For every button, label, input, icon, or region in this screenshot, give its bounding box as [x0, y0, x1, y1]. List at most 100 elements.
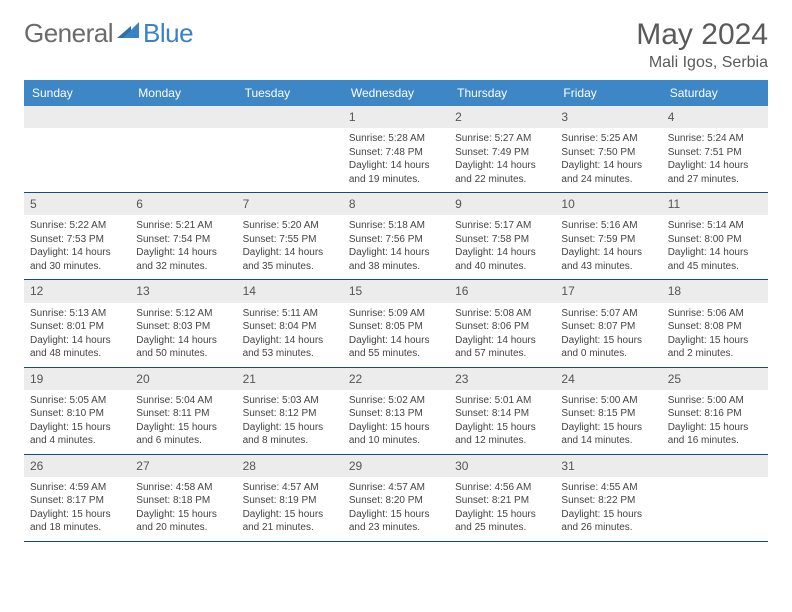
date-number: 20 — [130, 368, 236, 390]
cell-ss: Sunset: 8:10 PM — [30, 407, 124, 421]
cell-dl2: and 57 minutes. — [455, 347, 549, 361]
date-number: 23 — [449, 368, 555, 390]
calendar-cell: 5Sunrise: 5:22 AMSunset: 7:53 PMDaylight… — [24, 193, 130, 280]
cell-dl2: and 22 minutes. — [455, 173, 549, 187]
cell-ss: Sunset: 8:03 PM — [136, 320, 230, 334]
logo: General Blue — [24, 18, 193, 49]
date-number: 21 — [237, 368, 343, 390]
calendar-cell: 10Sunrise: 5:16 AMSunset: 7:59 PMDayligh… — [555, 193, 661, 280]
cell-dl2: and 27 minutes. — [668, 173, 762, 187]
calendar-cell: 26Sunrise: 4:59 AMSunset: 8:17 PMDayligh… — [24, 454, 130, 541]
day-header: Monday — [130, 80, 236, 106]
cell-dl2: and 21 minutes. — [243, 521, 337, 535]
date-number: 12 — [24, 280, 130, 302]
cell-ss: Sunset: 7:59 PM — [561, 233, 655, 247]
cell-ss: Sunset: 8:21 PM — [455, 494, 549, 508]
date-number: 19 — [24, 368, 130, 390]
cell-ss: Sunset: 8:08 PM — [668, 320, 762, 334]
day-header: Wednesday — [343, 80, 449, 106]
cell-sr: Sunrise: 5:24 AM — [668, 132, 762, 146]
date-number: 2 — [449, 106, 555, 128]
cell-sr: Sunrise: 4:55 AM — [561, 481, 655, 495]
cell-ss: Sunset: 8:06 PM — [455, 320, 549, 334]
day-header: Friday — [555, 80, 661, 106]
calendar-cell: 17Sunrise: 5:07 AMSunset: 8:07 PMDayligh… — [555, 280, 661, 367]
calendar-cell: 6Sunrise: 5:21 AMSunset: 7:54 PMDaylight… — [130, 193, 236, 280]
cell-dl2: and 14 minutes. — [561, 434, 655, 448]
calendar-cell: 28 Sunrise: 4:57 AMSunset: 8:19 PMDayligh… — [237, 454, 343, 541]
cell-sr: Sunrise: 5:05 AM — [30, 394, 124, 408]
date-number: 22 — [343, 368, 449, 390]
cell-dl2: and 25 minutes. — [455, 521, 549, 535]
cell-ss: Sunset: 7:56 PM — [349, 233, 443, 247]
calendar-cell: 3Sunrise: 5:25 AMSunset: 7:50 PMDaylight… — [555, 106, 661, 193]
cell-dl1: Daylight: 15 hours — [349, 508, 443, 522]
date-number: 28 — [237, 455, 343, 477]
calendar-cell: 1Sunrise: 5:28 AMSunset: 7:48 PMDaylight… — [343, 106, 449, 193]
cell-ss: Sunset: 7:51 PM — [668, 146, 762, 160]
cell-sr: Sunrise: 5:00 AM — [668, 394, 762, 408]
cell-dl1: Daylight: 15 hours — [349, 421, 443, 435]
calendar-cell: 20Sunrise: 5:04 AMSunset: 8:11 PMDayligh… — [130, 367, 236, 454]
date-number: 30 — [449, 455, 555, 477]
calendar-cell: 14Sunrise: 5:11 AMSunset: 8:04 PMDayligh… — [237, 280, 343, 367]
cell-dl2: and 4 minutes. — [30, 434, 124, 448]
cell-dl1: Daylight: 15 hours — [455, 421, 549, 435]
empty-date — [130, 106, 236, 128]
cell-ss: Sunset: 8:01 PM — [30, 320, 124, 334]
cell-ss: Sunset: 7:58 PM — [455, 233, 549, 247]
calendar-cell: 29Sunrise: 4:57 AMSunset: 8:20 PMDayligh… — [343, 454, 449, 541]
date-number: 9 — [449, 193, 555, 215]
calendar-cell — [662, 454, 768, 541]
calendar-week: 26 Sunrise: 4:59 AMSunset: 8:17 PM Dayligh… — [24, 454, 768, 541]
cell-dl2: and 26 minutes. — [561, 521, 655, 535]
cell-ss: Sunset: 8:13 PM — [349, 407, 443, 421]
logo-text-general: General — [24, 18, 113, 49]
day-header: Tuesday — [237, 80, 343, 106]
cell-sr: Sunrise: 4:58 AM — [136, 481, 230, 495]
cell-sr: Sunrise: 5:01 AM — [455, 394, 549, 408]
cell-ss: Sunset: 8:20 PM — [349, 494, 443, 508]
calendar-cell: 22Sunrise: 5:02 AMSunset: 8:13 PMDayligh… — [343, 367, 449, 454]
cell-dl1: Daylight: 15 hours — [30, 421, 124, 435]
cell-dl1: Daylight: 14 hours — [30, 246, 124, 260]
cell-sr: Sunrise: 5:09 AM — [349, 307, 443, 321]
cell-dl2: and 48 minutes. — [30, 347, 124, 361]
calendar-cell: 30Sunrise: 4:56 AMSunset: 8:21 PMDayligh… — [449, 454, 555, 541]
cell-sr: Sunrise: 5:14 AM — [668, 219, 762, 233]
cell-ss: Sunset: 8:04 PM — [243, 320, 337, 334]
cell-dl2: and 35 minutes. — [243, 260, 337, 274]
date-number: 26 — [24, 455, 130, 477]
cell-dl1: Daylight: 15 hours — [243, 421, 337, 435]
cell-dl2: and 55 minutes. — [349, 347, 443, 361]
cell-sr: Sunrise: 4:57 AM — [243, 481, 337, 495]
cell-ss: Sunset: 8:19 PM — [243, 494, 337, 508]
calendar-cell: 12Sunrise: 5:13 AMSunset: 8:01 PMDayligh… — [24, 280, 130, 367]
calendar-cell: 8Sunrise: 5:18 AMSunset: 7:56 PMDaylight… — [343, 193, 449, 280]
cell-ss: Sunset: 8:17 PM — [30, 494, 124, 508]
cell-ss: Sunset: 8:12 PM — [243, 407, 337, 421]
calendar-cell — [130, 106, 236, 193]
header: General Blue May 2024 Mali Igos, Serbia — [24, 18, 768, 72]
cell-dl2: and 45 minutes. — [668, 260, 762, 274]
cell-sr: Sunrise: 4:59 AM — [30, 481, 124, 495]
cell-dl2: and 50 minutes. — [136, 347, 230, 361]
cell-ss: Sunset: 8:11 PM — [136, 407, 230, 421]
cell-ss: Sunset: 8:22 PM — [561, 494, 655, 508]
logo-mark-icon — [117, 22, 139, 45]
cell-dl1: Daylight: 14 hours — [243, 246, 337, 260]
calendar-table: SundayMondayTuesdayWednesdayThursdayFrid… — [24, 80, 768, 542]
date-number: 8 — [343, 193, 449, 215]
calendar-week: 1Sunrise: 5:28 AMSunset: 7:48 PMDaylight… — [24, 106, 768, 193]
calendar-cell: 23Sunrise: 5:01 AMSunset: 8:14 PMDayligh… — [449, 367, 555, 454]
cell-dl1: Daylight: 15 hours — [136, 421, 230, 435]
cell-dl1: Daylight: 14 hours — [349, 159, 443, 173]
cell-ss: Sunset: 7:50 PM — [561, 146, 655, 160]
page-title: May 2024 — [636, 18, 768, 52]
cell-dl2: and 40 minutes. — [455, 260, 549, 274]
cell-dl2: and 30 minutes. — [30, 260, 124, 274]
calendar-cell: 7Sunrise: 5:20 AMSunset: 7:55 PMDaylight… — [237, 193, 343, 280]
cell-dl1: Daylight: 15 hours — [243, 508, 337, 522]
cell-dl2: and 10 minutes. — [349, 434, 443, 448]
calendar-week: 12Sunrise: 5:13 AMSunset: 8:01 PMDayligh… — [24, 280, 768, 367]
